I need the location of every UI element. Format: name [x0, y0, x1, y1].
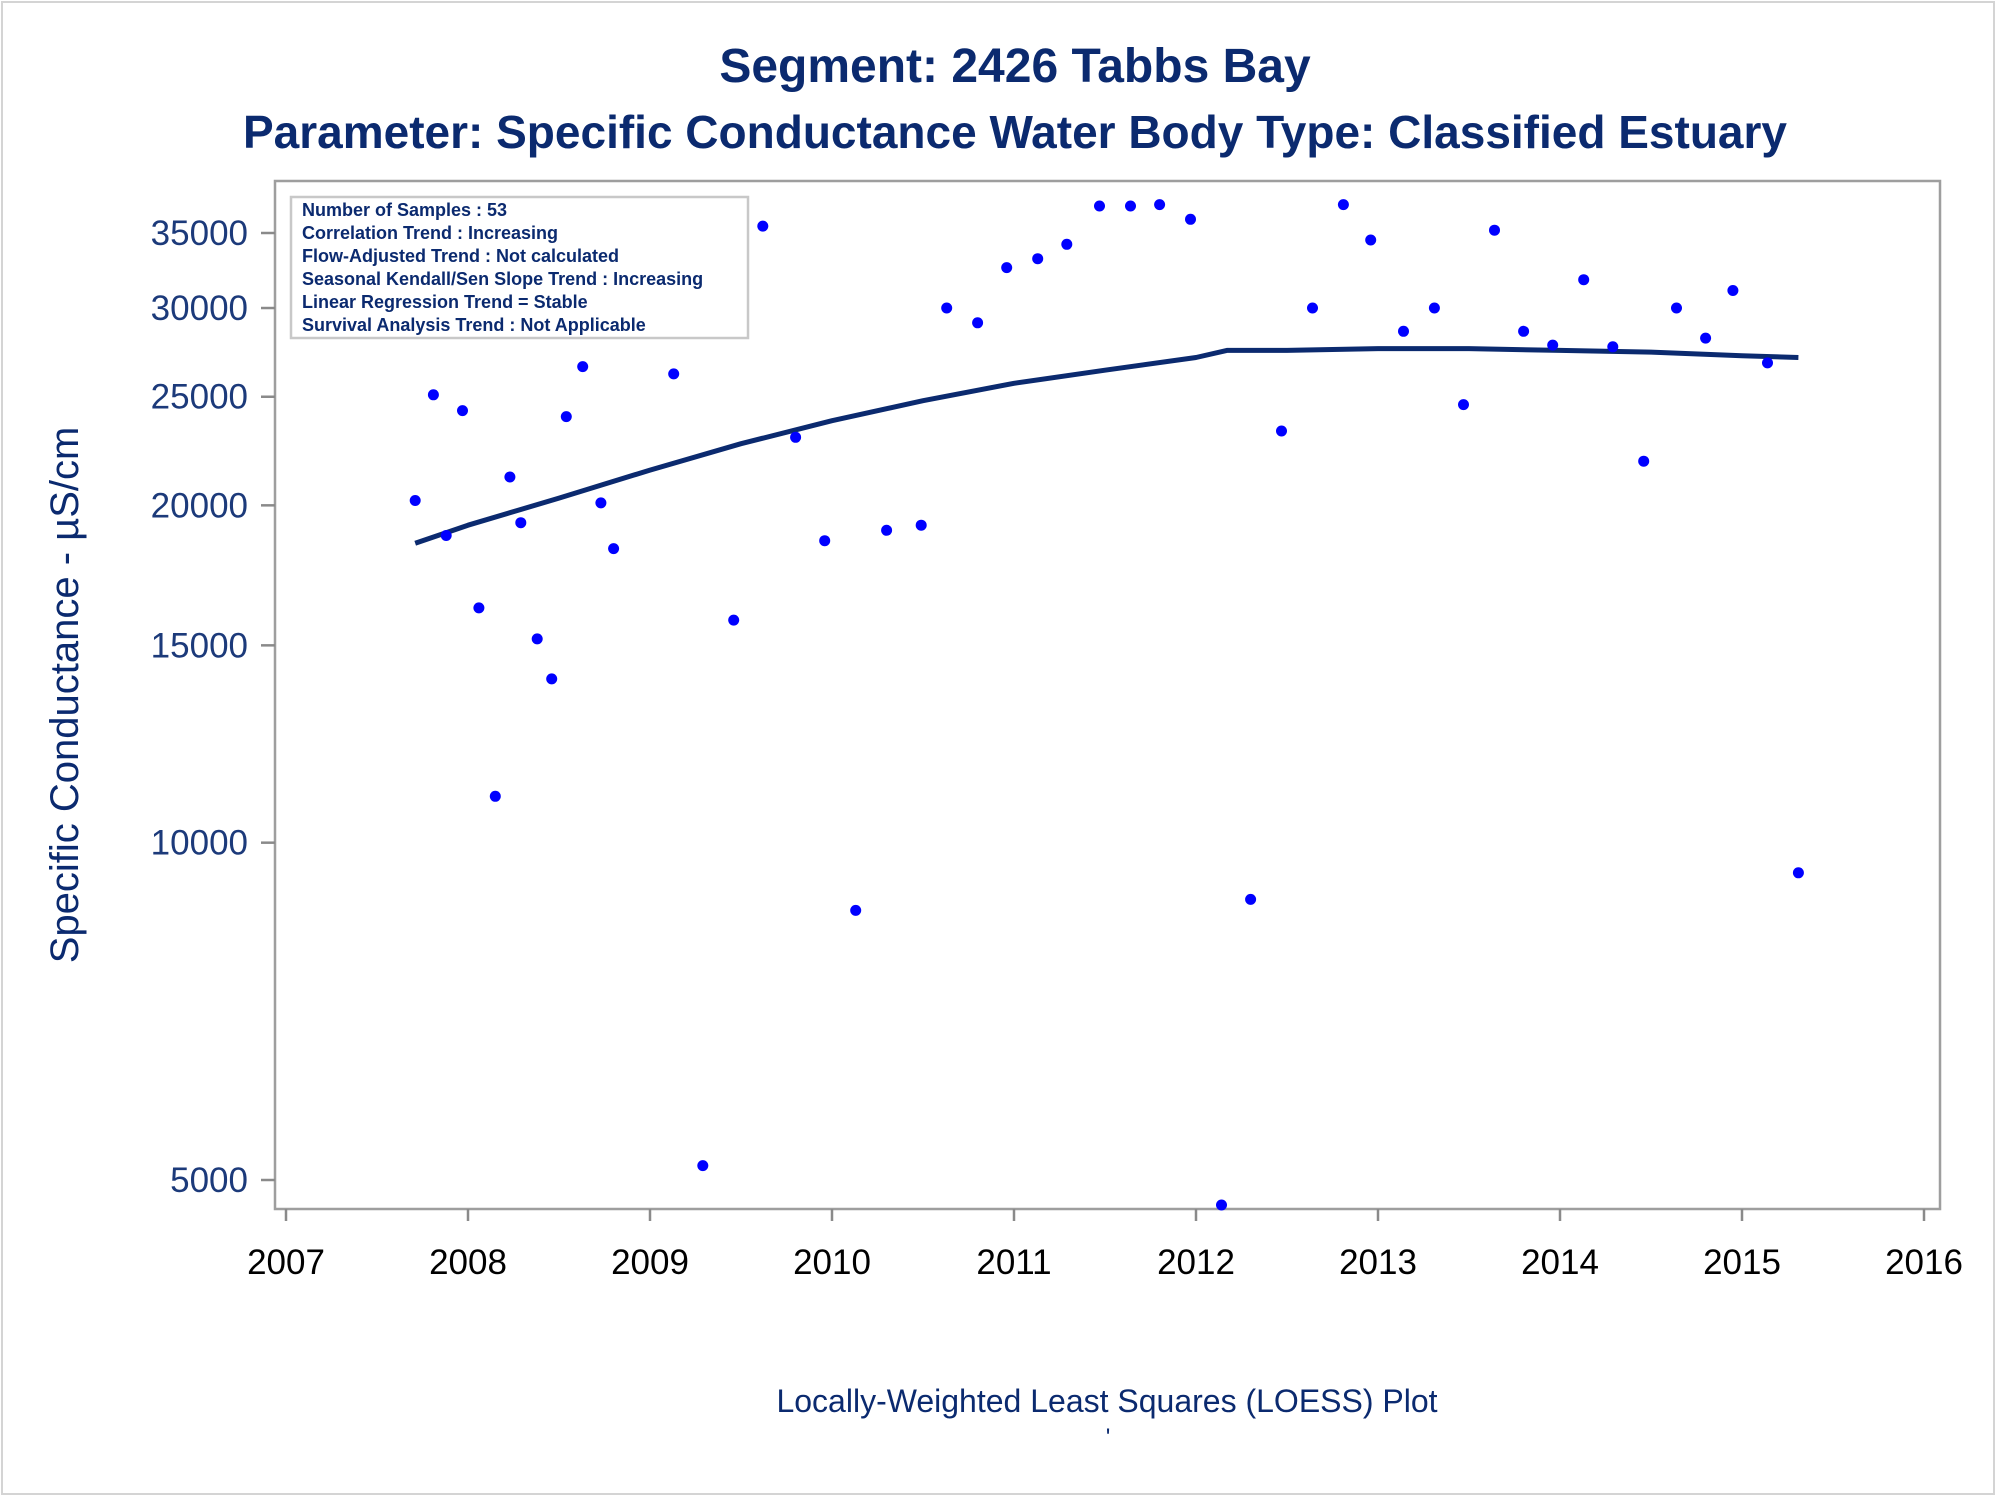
data-point [1458, 399, 1469, 411]
chart-title-segment: Segment: 2426 Tabbs Bay [719, 40, 1311, 93]
data-point [427, 389, 439, 401]
x-tick-label: 2013 [1339, 1243, 1417, 1282]
data-point [1700, 332, 1712, 344]
data-point [668, 368, 680, 380]
trend-stats-box: Number of Samples : 53 Correlation Trend… [289, 195, 750, 340]
x-tick-label: 2015 [1703, 1243, 1781, 1282]
x-tick-label: 2009 [611, 1243, 689, 1282]
y-tick-label: 15000 [151, 626, 248, 665]
data-point [473, 602, 485, 614]
stat-samples: Number of Samples : 53 [302, 200, 507, 220]
data-point [1638, 455, 1650, 467]
x-tick-label: 2014 [1521, 1243, 1599, 1282]
loess-layer [414, 346, 1799, 546]
x-tick-label: 2016 [1885, 1243, 1963, 1282]
data-point [1671, 302, 1682, 314]
loess-curve [414, 346, 1799, 546]
data-point [1276, 425, 1287, 437]
x-tick-label: 2011 [976, 1243, 1051, 1282]
data-point [595, 497, 607, 509]
data-point [1001, 262, 1013, 274]
data-point [608, 543, 620, 555]
data-point [1428, 302, 1440, 314]
x-tick-label: 2008 [429, 1243, 507, 1282]
y-axis: 5000 10000 15000 20000 25000 30000 35000 [151, 214, 275, 1200]
y-tick-label: 20000 [151, 486, 248, 525]
data-point [546, 673, 558, 685]
data-point [1365, 234, 1377, 246]
data-point [1607, 341, 1619, 353]
data-point [577, 361, 589, 373]
data-point [489, 790, 501, 802]
data-point [972, 317, 984, 329]
data-point [1792, 867, 1804, 879]
data-point [515, 517, 527, 529]
stat-flow-adjusted-trend: Flow-Adjusted Trend : Not calculated [302, 246, 619, 266]
data-point [1578, 274, 1590, 286]
data-point [1185, 213, 1196, 225]
y-axis-label: Specific Conductance - µS/cm [43, 427, 87, 964]
data-point [1307, 302, 1318, 314]
data-point [504, 471, 516, 483]
data-point [1154, 199, 1166, 211]
y-tick-label: 25000 [151, 378, 248, 417]
plot-frame [273, 179, 1942, 1211]
points-layer [409, 199, 1804, 1211]
data-point [1032, 253, 1044, 265]
x-tick-label: 2007 [247, 1243, 325, 1282]
data-point [757, 220, 769, 232]
y-tick-label: 10000 [151, 824, 248, 863]
data-point [819, 535, 831, 547]
y-tick-label: 35000 [151, 214, 248, 253]
data-point [697, 1160, 709, 1172]
plot-footnote: Locally-Weighted Least Squares (LOESS) P… [776, 1383, 1437, 1419]
stat-linear-regression-trend: Linear Regression Trend = Stable [302, 292, 588, 312]
data-point [1061, 238, 1073, 250]
data-point [560, 411, 572, 423]
data-point [409, 495, 421, 506]
data-point [850, 904, 862, 916]
data-point [728, 614, 740, 626]
data-point [1489, 224, 1500, 236]
data-point [457, 405, 468, 417]
data-point [1547, 339, 1559, 351]
data-point [1398, 325, 1409, 337]
data-point [1727, 285, 1739, 296]
x-axis: 2007 2008 2009 2010 2011 2012 2013 2014 2015 2016 [247, 1209, 1963, 1282]
stat-correlation-trend: Correlation Trend : Increasing [302, 223, 558, 243]
data-point [941, 302, 953, 314]
data-point [1337, 199, 1349, 211]
data-point [1518, 325, 1530, 337]
stat-seasonal-kendall-trend: Seasonal Kendall/Sen Slope Trend : Incre… [302, 269, 703, 289]
x-tick-label: 2010 [793, 1243, 871, 1282]
y-tick-label: 5000 [170, 1161, 248, 1200]
data-point [1245, 893, 1257, 905]
stats-box-frame [289, 195, 750, 340]
data-point [915, 519, 927, 531]
data-point [1216, 1199, 1227, 1211]
data-point [1762, 357, 1773, 369]
x-tick-label: 2012 [1157, 1243, 1235, 1282]
data-point [531, 633, 543, 645]
y-tick-label: 30000 [151, 289, 248, 328]
data-point [440, 530, 452, 541]
plot-area [273, 179, 1942, 1211]
footnote-mark: ' [1106, 1424, 1111, 1451]
data-point [1094, 200, 1105, 212]
data-point [881, 524, 893, 536]
chart-title-parameter: Parameter: Specific Conductance Water Bo… [243, 106, 1787, 158]
data-point [790, 431, 802, 443]
data-point [1125, 200, 1136, 212]
stat-survival-analysis-trend: Survival Analysis Trend : Not Applicable [302, 315, 646, 335]
